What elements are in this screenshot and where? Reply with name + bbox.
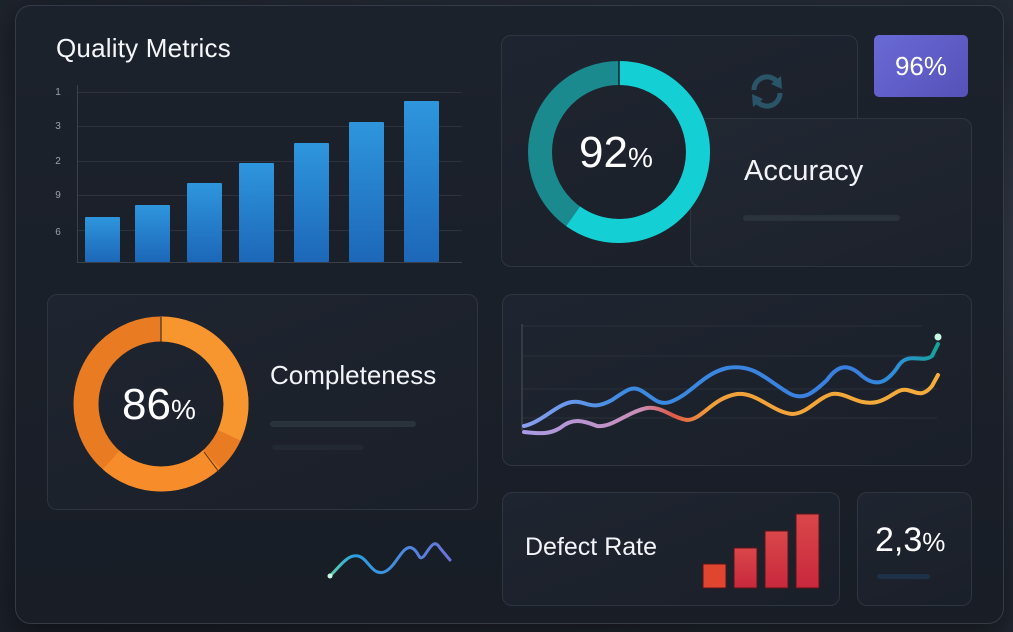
x-axis-line [77, 262, 462, 263]
defect-bar-chart [702, 513, 820, 589]
defect-value: 2,3% [875, 521, 945, 560]
defect-number: 2,3 [875, 521, 923, 559]
completeness-unit: % [170, 394, 196, 425]
gridline [78, 92, 462, 93]
refresh-icon[interactable] [746, 70, 788, 112]
trend-line-chart[interactable] [502, 294, 970, 464]
accuracy-label: Accuracy [744, 155, 864, 187]
defect-value-card[interactable] [857, 492, 972, 606]
y-tick-label: 2 [55, 156, 61, 167]
accuracy-placeholder-bar [743, 215, 900, 221]
bar[interactable] [135, 205, 170, 262]
defect-placeholder-bar [877, 574, 930, 579]
gridline [78, 161, 462, 162]
y-tick-label: 9 [55, 190, 61, 201]
score-badge[interactable]: 96% [874, 35, 968, 97]
completeness-label: Completeness [270, 360, 437, 390]
accuracy-donut [528, 61, 710, 243]
completeness-value: 86% [122, 380, 196, 430]
bar[interactable] [294, 143, 329, 262]
completeness-placeholder-bar [272, 445, 364, 450]
bar[interactable] [85, 217, 120, 262]
completeness-donut [73, 316, 249, 492]
trend-chart-card[interactable] [502, 294, 972, 466]
y-tick-label: 6 [55, 227, 61, 238]
bar[interactable] [239, 163, 274, 262]
completeness-placeholder-bar [270, 421, 416, 427]
completeness-number: 86 [122, 380, 171, 429]
accuracy-unit: % [627, 142, 653, 173]
gridline [78, 126, 462, 127]
accuracy-number: 92 [579, 128, 628, 177]
defect-unit: % [922, 527, 946, 557]
defect-rate-label: Defect Rate [525, 533, 658, 561]
accuracy-detail-card [690, 118, 972, 267]
bar[interactable] [187, 183, 222, 262]
dashboard-title: Quality Metrics [56, 33, 231, 63]
sparkline [327, 542, 452, 579]
bar[interactable] [404, 101, 439, 262]
endpoint-marker [934, 333, 942, 341]
accuracy-value: 92% [579, 128, 653, 178]
bar[interactable] [349, 122, 384, 262]
y-tick-label: 1 [55, 87, 61, 98]
y-axis-line [77, 85, 78, 263]
y-tick-label: 3 [55, 121, 61, 132]
